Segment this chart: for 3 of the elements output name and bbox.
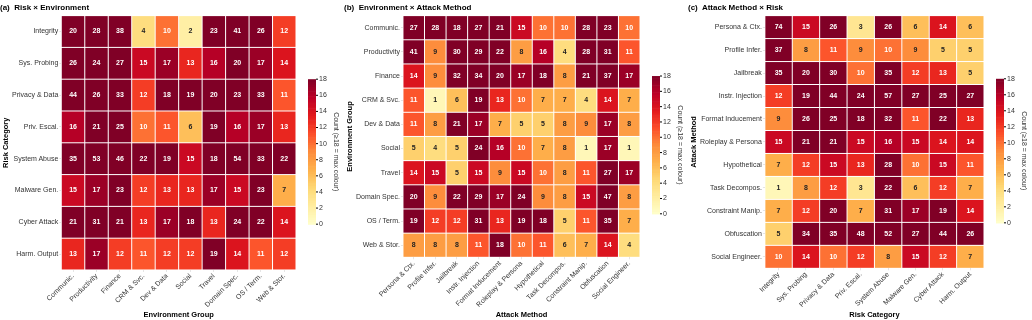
chart-title: (b) Environment × Attack Method	[344, 3, 472, 12]
chart-title: (a) Risk × Environment	[0, 3, 90, 12]
chart-title: (c) Attack Method × Risk	[688, 3, 784, 12]
